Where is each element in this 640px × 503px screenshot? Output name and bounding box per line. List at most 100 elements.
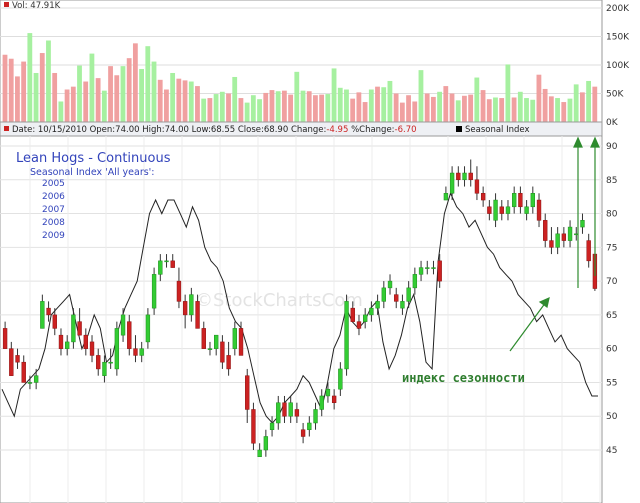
candle <box>586 233 591 268</box>
candle-body <box>21 361 26 383</box>
candle-body <box>425 267 430 269</box>
seasonal-index-line <box>1 191 598 424</box>
candle-body <box>344 301 349 370</box>
candle-body <box>437 260 442 282</box>
candlesticks <box>2 159 598 458</box>
volume-bar <box>139 68 144 122</box>
volume-bar <box>474 77 480 122</box>
volume-bar <box>319 94 325 122</box>
volume-bar <box>8 58 14 122</box>
volume-bar <box>455 100 461 122</box>
candle <box>182 294 188 329</box>
candle-body <box>375 301 380 309</box>
arrow-diagonal-head <box>538 296 550 309</box>
candle-body <box>77 321 82 336</box>
volume-bar <box>368 89 374 122</box>
candle <box>65 335 70 356</box>
seasonal-year: 2007 <box>42 205 65 215</box>
candle <box>195 294 200 329</box>
candle-body <box>512 193 517 208</box>
volume-bar <box>83 81 89 122</box>
volume-bar <box>337 87 343 122</box>
candle <box>245 368 250 423</box>
candle <box>52 308 57 336</box>
candle <box>120 308 126 342</box>
volume-bar <box>325 94 331 122</box>
arrow-up-right-head <box>590 136 600 148</box>
volume-bar <box>213 94 219 122</box>
candle <box>176 267 182 309</box>
candle-body <box>164 260 169 263</box>
candle <box>381 281 386 309</box>
candle-body <box>487 206 492 214</box>
volume-bar <box>350 98 356 122</box>
candle-body <box>139 348 144 356</box>
candle-body <box>232 328 237 349</box>
volume-bar <box>58 101 64 122</box>
candle <box>269 416 275 437</box>
candle-body <box>33 375 39 383</box>
candle <box>294 402 300 423</box>
candle-body <box>133 348 138 356</box>
volume-bar <box>120 66 126 122</box>
volume-bar <box>226 93 231 122</box>
candle <box>282 395 287 423</box>
candle <box>543 213 548 248</box>
candle <box>300 422 306 444</box>
volume-bar <box>170 72 176 122</box>
candle-body <box>474 179 480 194</box>
volume-bar <box>443 86 449 122</box>
volume-tick-label: 150K <box>606 33 630 43</box>
volume-bar <box>195 86 200 122</box>
candle <box>170 254 175 268</box>
price-tick-label: 70 <box>606 277 618 287</box>
volume-bar <box>244 102 250 122</box>
candle <box>518 186 523 214</box>
volume-bar <box>579 92 585 122</box>
candle-body <box>71 314 76 343</box>
volume-bar <box>257 99 262 122</box>
price-tick-label: 80 <box>606 210 618 220</box>
candle-body <box>400 301 405 309</box>
volume-bar <box>201 98 207 122</box>
candle-body <box>257 449 262 458</box>
candle <box>158 254 163 282</box>
candle-body <box>543 220 548 241</box>
candle-body <box>406 287 411 302</box>
seasonal-year: 2009 <box>42 231 65 241</box>
price-gridlines <box>0 136 602 503</box>
volume-bar <box>77 65 82 122</box>
candle-body <box>356 321 362 329</box>
volume-bar <box>70 86 76 122</box>
candle-body <box>307 422 312 430</box>
candle-body <box>300 429 306 437</box>
volume-bar <box>281 90 287 122</box>
volume-bar <box>89 53 95 122</box>
candle-body <box>493 199 498 221</box>
candle <box>127 314 132 356</box>
candle-body <box>9 348 14 376</box>
candle <box>456 166 461 187</box>
candle <box>276 395 281 430</box>
candle-body <box>369 307 374 316</box>
volume-header-marker <box>4 2 9 7</box>
chart-subtitle: Seasonal Index 'All years': <box>30 167 155 178</box>
candle-body <box>282 402 287 417</box>
volume-tick-labels: 200K 150K 100K 50K 0K <box>606 4 630 128</box>
price-tick-label: 65 <box>606 311 617 321</box>
candle <box>325 382 331 403</box>
volume-header: Vol: 47.91K <box>12 1 61 11</box>
candle <box>499 200 504 221</box>
candle <box>226 341 231 376</box>
volume-bar <box>157 79 163 122</box>
candle <box>338 362 343 396</box>
candle-body <box>207 348 213 350</box>
volume-bar <box>238 98 244 122</box>
volume-bar <box>375 86 380 122</box>
candle-body <box>338 368 343 390</box>
volume-tick-label: 0K <box>606 118 619 128</box>
volume-tick-label: 100K <box>606 61 630 71</box>
volume-bar <box>27 33 33 122</box>
candle <box>238 321 244 356</box>
candle-body <box>195 301 200 329</box>
